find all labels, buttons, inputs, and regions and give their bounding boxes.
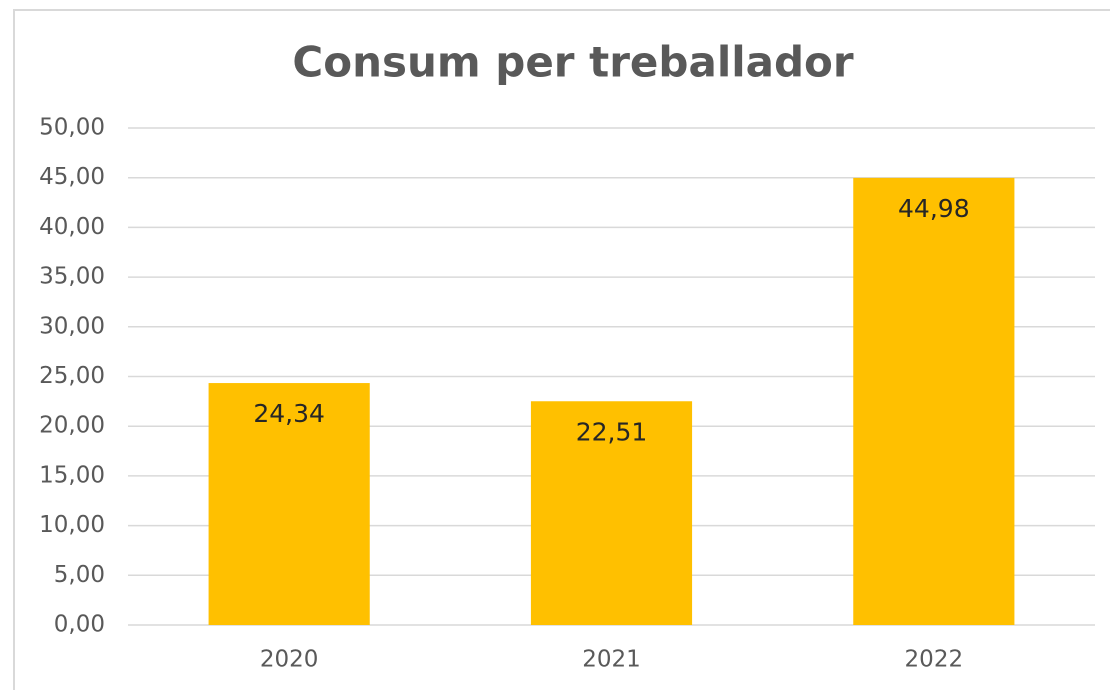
- x-tick-label: 2020: [260, 647, 319, 673]
- y-tick-label: 25,00: [39, 363, 105, 389]
- x-tick-label: 2022: [905, 647, 964, 673]
- y-tick-label: 45,00: [39, 164, 105, 190]
- y-tick-label: 40,00: [39, 214, 105, 240]
- data-label: 22,51: [576, 417, 648, 446]
- y-tick-label: 20,00: [39, 413, 105, 439]
- data-label: 24,34: [253, 399, 325, 428]
- x-tick-label: 2021: [582, 647, 641, 673]
- bar: [208, 383, 370, 625]
- y-tick-label: 35,00: [39, 264, 105, 290]
- y-tick-label: 0,00: [54, 612, 105, 638]
- y-tick-label: 30,00: [39, 313, 105, 339]
- y-tick-label: 50,00: [39, 115, 105, 141]
- chart-title: Consum per treballador: [292, 38, 853, 87]
- y-tick-label: 5,00: [54, 562, 105, 588]
- y-tick-label: 10,00: [39, 512, 105, 538]
- y-tick-label: 15,00: [39, 462, 105, 488]
- bar: [853, 177, 1015, 625]
- data-label: 44,98: [898, 194, 970, 223]
- bar: [530, 401, 693, 625]
